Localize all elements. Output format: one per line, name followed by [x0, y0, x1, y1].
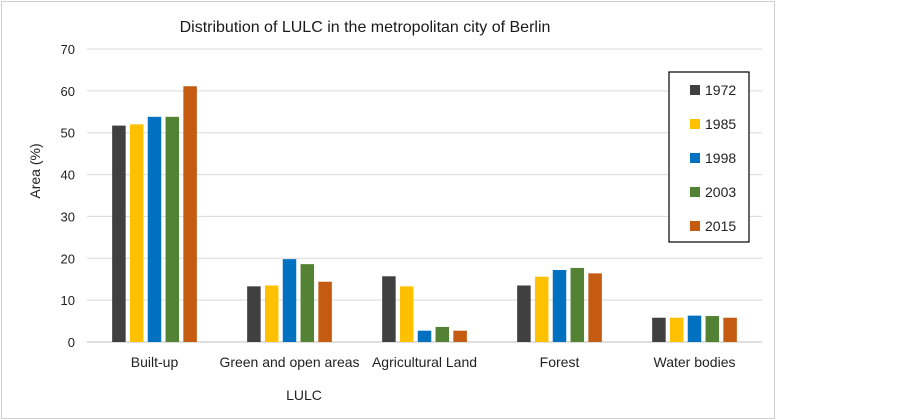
- bar: [417, 330, 432, 342]
- legend: 1972 1985 1998 2003 2015: [668, 71, 750, 243]
- bar: [165, 116, 180, 343]
- y-tick-label: 20: [61, 251, 75, 266]
- y-tick-label: 60: [61, 84, 75, 99]
- bar: [687, 315, 702, 342]
- bar: [588, 273, 602, 342]
- category-label: Built-up: [131, 354, 179, 370]
- bar: [264, 285, 279, 342]
- bar: [399, 286, 414, 342]
- bar: [570, 267, 585, 342]
- legend-label: 1972: [705, 82, 736, 98]
- bar: [517, 285, 531, 342]
- bar: [300, 264, 315, 342]
- y-tick-label: 50: [61, 126, 75, 141]
- legend-label: 2015: [705, 218, 736, 234]
- bar: [112, 125, 126, 342]
- legend-swatch: [690, 221, 700, 231]
- legend-swatch: [690, 153, 700, 163]
- bar: [282, 259, 297, 342]
- bar: [552, 270, 567, 342]
- category-label: Forest: [540, 354, 580, 370]
- bar: [183, 86, 197, 342]
- legend-swatch: [690, 85, 700, 95]
- bar: [705, 316, 720, 342]
- gridlines: [87, 48, 762, 343]
- y-tick-label: 0: [68, 335, 75, 350]
- bar: [669, 317, 684, 342]
- legend-box: [668, 71, 750, 243]
- bar: [435, 326, 450, 342]
- bar: [534, 276, 549, 342]
- bar: [247, 286, 261, 342]
- x-axis-label: LULC: [286, 387, 322, 403]
- y-tick-label: 30: [61, 209, 75, 224]
- category-label: Water bodies: [654, 354, 736, 370]
- y-tick-labels: 0 10 20 30 40 50 60 70: [61, 42, 75, 350]
- legend-label: 2003: [705, 184, 736, 200]
- y-axis-label: Area (%): [27, 143, 43, 198]
- bar: [453, 330, 467, 342]
- bar: [723, 317, 737, 342]
- y-tick-label: 70: [61, 42, 75, 57]
- legend-label: 1998: [705, 150, 736, 166]
- y-tick-label: 10: [61, 293, 75, 308]
- category-label: Agricultural Land: [372, 354, 477, 370]
- legend-label: 1985: [705, 116, 736, 132]
- category-labels: Built-up Green and open areas Agricultural…: [131, 354, 736, 370]
- bar: [652, 317, 666, 342]
- bar: [147, 116, 162, 343]
- legend-swatch: [690, 119, 700, 129]
- bar: [318, 281, 332, 342]
- y-tick-label: 40: [61, 168, 75, 183]
- chart-title: Distribution of LULC in the metropolitan…: [180, 19, 551, 36]
- bar: [382, 276, 396, 342]
- category-label: Green and open areas: [219, 354, 359, 370]
- legend-swatch: [690, 187, 700, 197]
- bar: [129, 124, 144, 342]
- bars: [112, 86, 737, 343]
